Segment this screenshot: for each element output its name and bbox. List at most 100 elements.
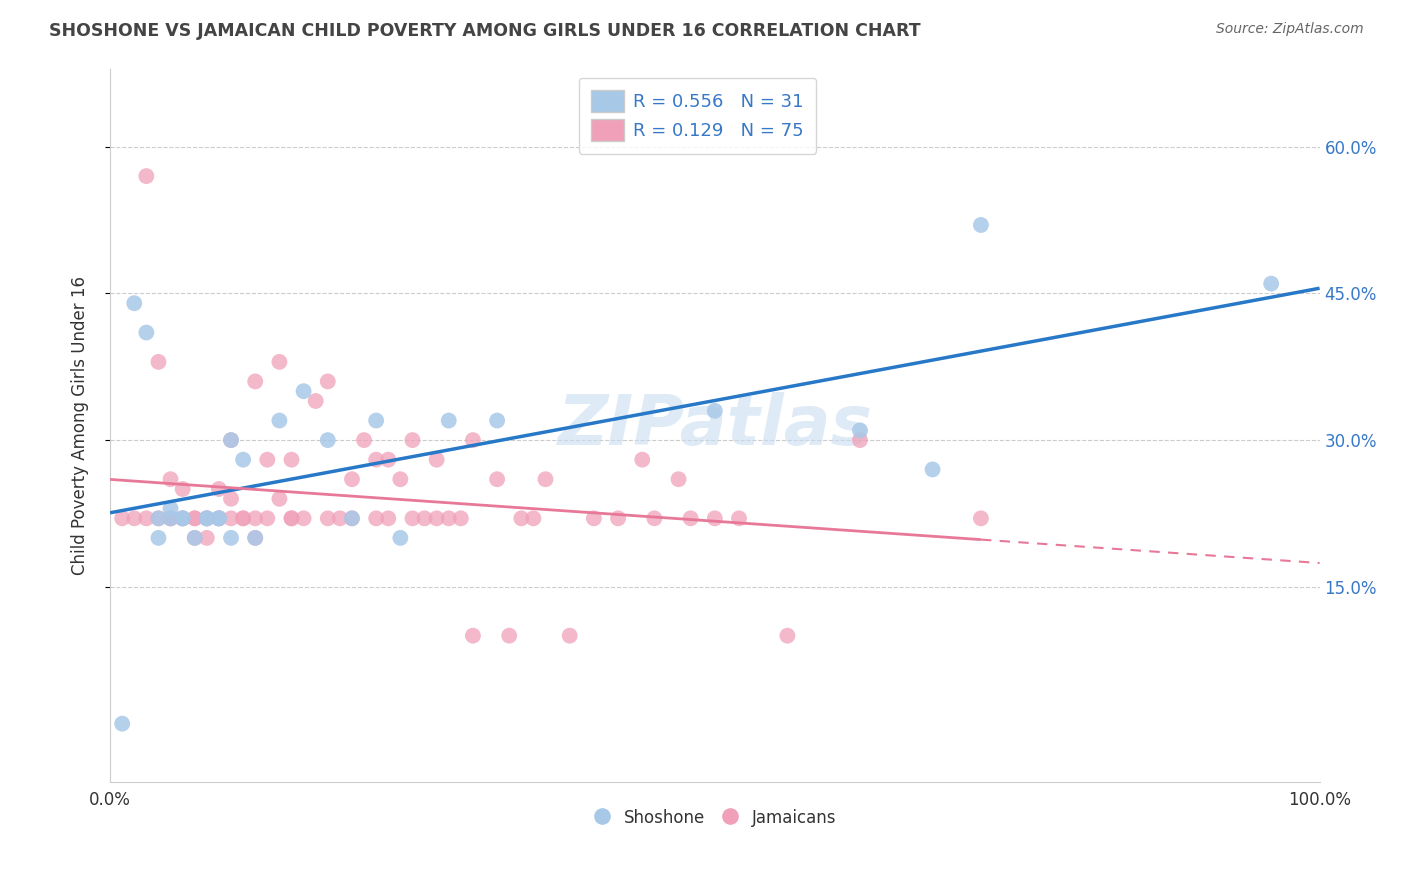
Point <box>401 511 423 525</box>
Point <box>461 433 484 447</box>
Point <box>340 511 363 525</box>
Point <box>195 511 218 525</box>
Point <box>366 511 388 525</box>
Point <box>703 404 725 418</box>
Text: ZIPatlas: ZIPatlas <box>557 392 872 459</box>
Point <box>522 511 544 525</box>
Point <box>849 423 872 437</box>
Point <box>195 511 218 525</box>
Point <box>159 501 181 516</box>
Legend: Shoshone, Jamaicans: Shoshone, Jamaicans <box>586 801 842 835</box>
Point <box>159 511 181 525</box>
Point <box>256 511 278 525</box>
Point <box>219 433 242 447</box>
Point <box>256 452 278 467</box>
Point <box>280 452 302 467</box>
Point <box>148 511 170 525</box>
Point <box>292 384 315 399</box>
Point <box>148 531 170 545</box>
Point <box>245 375 267 389</box>
Point <box>426 511 449 525</box>
Point <box>245 511 267 525</box>
Point <box>172 511 194 525</box>
Point <box>401 433 423 447</box>
Point <box>219 491 242 506</box>
Point <box>159 472 181 486</box>
Point <box>159 511 181 525</box>
Point <box>377 452 399 467</box>
Point <box>219 531 242 545</box>
Point <box>316 375 339 389</box>
Point <box>208 511 231 525</box>
Point <box>426 452 449 467</box>
Point <box>172 511 194 525</box>
Point <box>184 511 207 525</box>
Point <box>679 511 702 525</box>
Point <box>269 491 291 506</box>
Point <box>195 511 218 525</box>
Point <box>208 511 231 525</box>
Point <box>498 629 520 643</box>
Point <box>534 472 557 486</box>
Point <box>219 511 242 525</box>
Point <box>486 472 509 486</box>
Point <box>245 531 267 545</box>
Point <box>208 511 231 525</box>
Point <box>582 511 605 525</box>
Text: Source: ZipAtlas.com: Source: ZipAtlas.com <box>1216 22 1364 37</box>
Point <box>219 433 242 447</box>
Point <box>232 511 254 525</box>
Point <box>849 433 872 447</box>
Point <box>340 511 363 525</box>
Point <box>921 462 943 476</box>
Point <box>148 355 170 369</box>
Point <box>172 511 194 525</box>
Point <box>111 511 134 525</box>
Point <box>159 511 181 525</box>
Point <box>305 394 328 409</box>
Point <box>1260 277 1282 291</box>
Point <box>135 326 157 340</box>
Point <box>245 531 267 545</box>
Point <box>292 511 315 525</box>
Point <box>366 413 388 427</box>
Point <box>353 433 375 447</box>
Point <box>184 511 207 525</box>
Point <box>232 511 254 525</box>
Point <box>461 629 484 643</box>
Point <box>437 413 460 427</box>
Point <box>195 531 218 545</box>
Point <box>631 452 654 467</box>
Point <box>280 511 302 525</box>
Point <box>450 511 472 525</box>
Point <box>172 482 194 496</box>
Point <box>668 472 690 486</box>
Point <box>970 511 993 525</box>
Point <box>148 511 170 525</box>
Point <box>558 629 581 643</box>
Point <box>122 296 145 310</box>
Point <box>776 629 799 643</box>
Point <box>366 452 388 467</box>
Point <box>316 433 339 447</box>
Point <box>607 511 630 525</box>
Point <box>269 413 291 427</box>
Point <box>970 218 993 232</box>
Point <box>486 413 509 427</box>
Point <box>280 511 302 525</box>
Text: SHOSHONE VS JAMAICAN CHILD POVERTY AMONG GIRLS UNDER 16 CORRELATION CHART: SHOSHONE VS JAMAICAN CHILD POVERTY AMONG… <box>49 22 921 40</box>
Point <box>208 511 231 525</box>
Point <box>172 511 194 525</box>
Point <box>340 472 363 486</box>
Point <box>329 511 352 525</box>
Point <box>184 531 207 545</box>
Point <box>377 511 399 525</box>
Point <box>122 511 145 525</box>
Point <box>728 511 751 525</box>
Point <box>208 482 231 496</box>
Point <box>269 355 291 369</box>
Point <box>413 511 436 525</box>
Y-axis label: Child Poverty Among Girls Under 16: Child Poverty Among Girls Under 16 <box>72 276 89 575</box>
Point <box>703 511 725 525</box>
Point <box>111 716 134 731</box>
